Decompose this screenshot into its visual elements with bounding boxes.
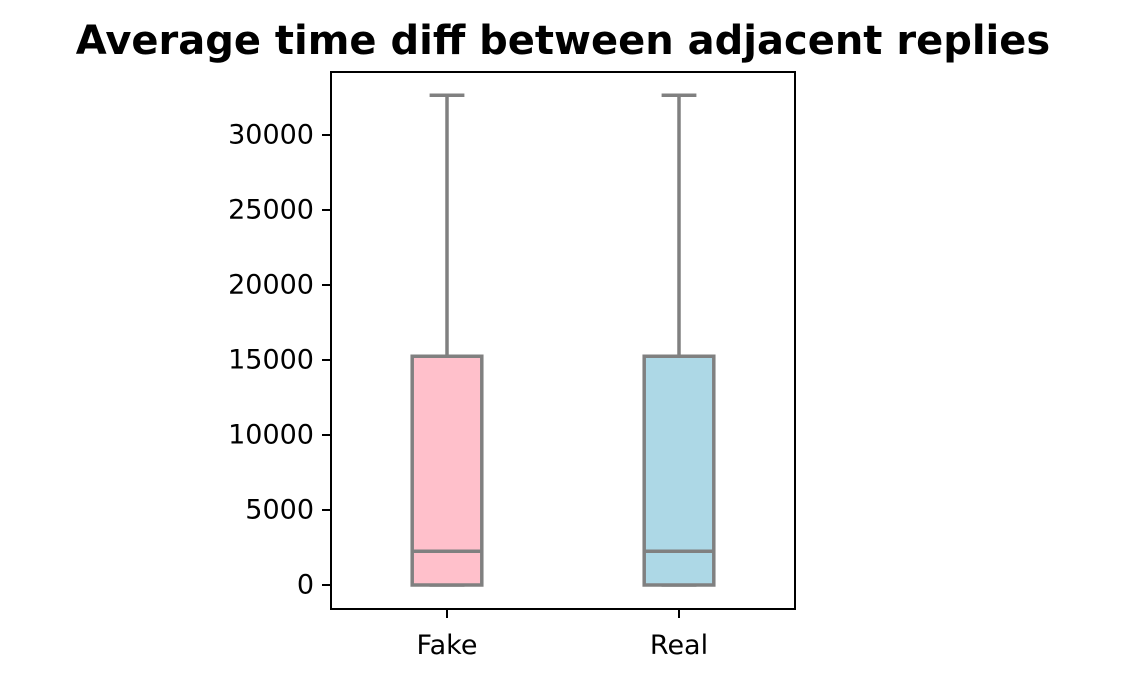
y-tick-label: 30000 xyxy=(228,120,314,151)
iqr-box xyxy=(410,354,484,587)
y-tick-label: 15000 xyxy=(228,345,314,376)
y-tick-label: 25000 xyxy=(228,195,314,226)
y-axis: 0 5000 10000 15000 20000 25000 30000 xyxy=(228,120,331,601)
x-axis: Fake Real xyxy=(417,609,708,661)
box-fake xyxy=(410,93,484,587)
x-tick-label: Fake xyxy=(417,630,478,661)
box-real xyxy=(642,93,716,587)
y-tick-label: 20000 xyxy=(228,270,314,301)
y-tick-label: 0 xyxy=(297,570,314,601)
y-tick-label: 10000 xyxy=(228,420,314,451)
box-series xyxy=(410,93,716,587)
iqr-box xyxy=(642,354,716,587)
plot-frame xyxy=(330,71,796,610)
chart-title: Average time diff between adjacent repli… xyxy=(76,18,1050,64)
x-tick-label: Real xyxy=(650,630,708,661)
y-tick-label: 5000 xyxy=(245,495,314,526)
